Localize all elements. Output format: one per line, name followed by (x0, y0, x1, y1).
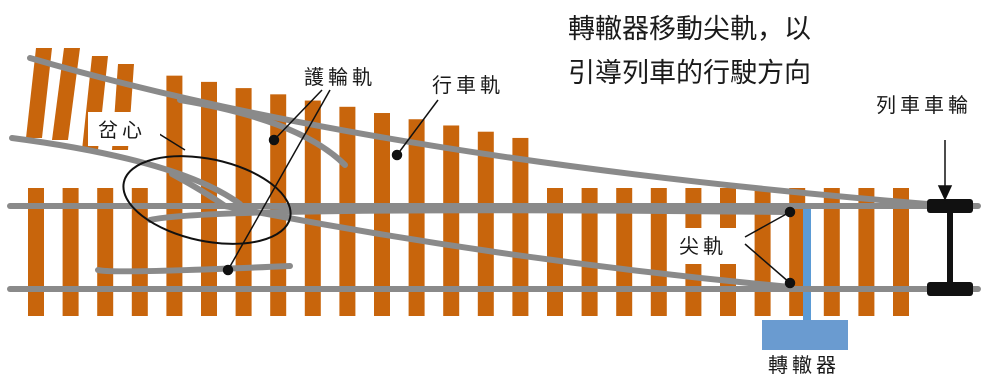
diverging-inner-rail (9, 135, 243, 207)
tie (823, 188, 840, 316)
leader-dot (784, 277, 796, 289)
closure-rail (222, 203, 793, 290)
leader-dot (391, 149, 403, 161)
leader-guard-upper (273, 89, 323, 141)
switch-rail-label: 尖軌 (679, 234, 727, 258)
leader-dot (268, 134, 280, 146)
tie (858, 188, 875, 316)
tie (235, 88, 252, 316)
switch-rails (147, 171, 793, 290)
tie (408, 119, 425, 316)
switch-machine-label: 轉轍器 (768, 353, 840, 377)
caption-line-2: 引導列車的行駛方向 (568, 58, 811, 89)
switch-machine (762, 320, 848, 350)
guard-rail-label: 護輪軌 (304, 65, 376, 89)
leader-switch-upper (744, 211, 791, 238)
tie (28, 188, 44, 316)
diverging-outer-rail (27, 55, 943, 208)
wheel-lower (927, 282, 973, 296)
guard-rails (95, 97, 348, 275)
wheelset-label: 列車車輪 (876, 93, 972, 117)
straight-track-ties (28, 75, 909, 317)
tie (97, 188, 114, 316)
switch-rail-label-bg (667, 228, 743, 264)
tie (166, 75, 183, 316)
running-rail-label: 行車軌 (432, 73, 504, 97)
tie (62, 188, 79, 316)
running-rails (7, 55, 981, 292)
switch-rod (803, 208, 811, 320)
guard-rail-lower (95, 263, 293, 275)
tie (512, 137, 529, 316)
leader-running-rail (396, 99, 439, 156)
tie (374, 113, 390, 317)
tie (893, 188, 909, 316)
leader-dot (222, 264, 234, 276)
tie (581, 188, 598, 316)
tie (477, 131, 494, 316)
frog-highlight-ellipse (122, 155, 292, 245)
wheel-upper (927, 199, 973, 213)
switch-rail-upper (147, 207, 793, 223)
tie (443, 125, 460, 316)
tie (616, 188, 633, 316)
leader-wheelset-arrowhead (937, 185, 953, 201)
caption-line-1: 轉轍器移動尖軌，以 (568, 14, 811, 45)
diverging-tie (26, 48, 52, 138)
guard-rail-upper (177, 97, 348, 168)
frog-label-bg (88, 112, 160, 146)
frog-label: 岔心 (98, 118, 146, 142)
tie (547, 188, 563, 316)
wheelset (927, 199, 973, 296)
tie (131, 188, 148, 316)
tie (650, 188, 667, 316)
leader-dot (784, 206, 796, 218)
leader-switch-lower (744, 243, 791, 284)
frog-point-rail (169, 171, 228, 209)
diverging-tie (52, 48, 80, 140)
leader-guard-lower (227, 89, 331, 271)
